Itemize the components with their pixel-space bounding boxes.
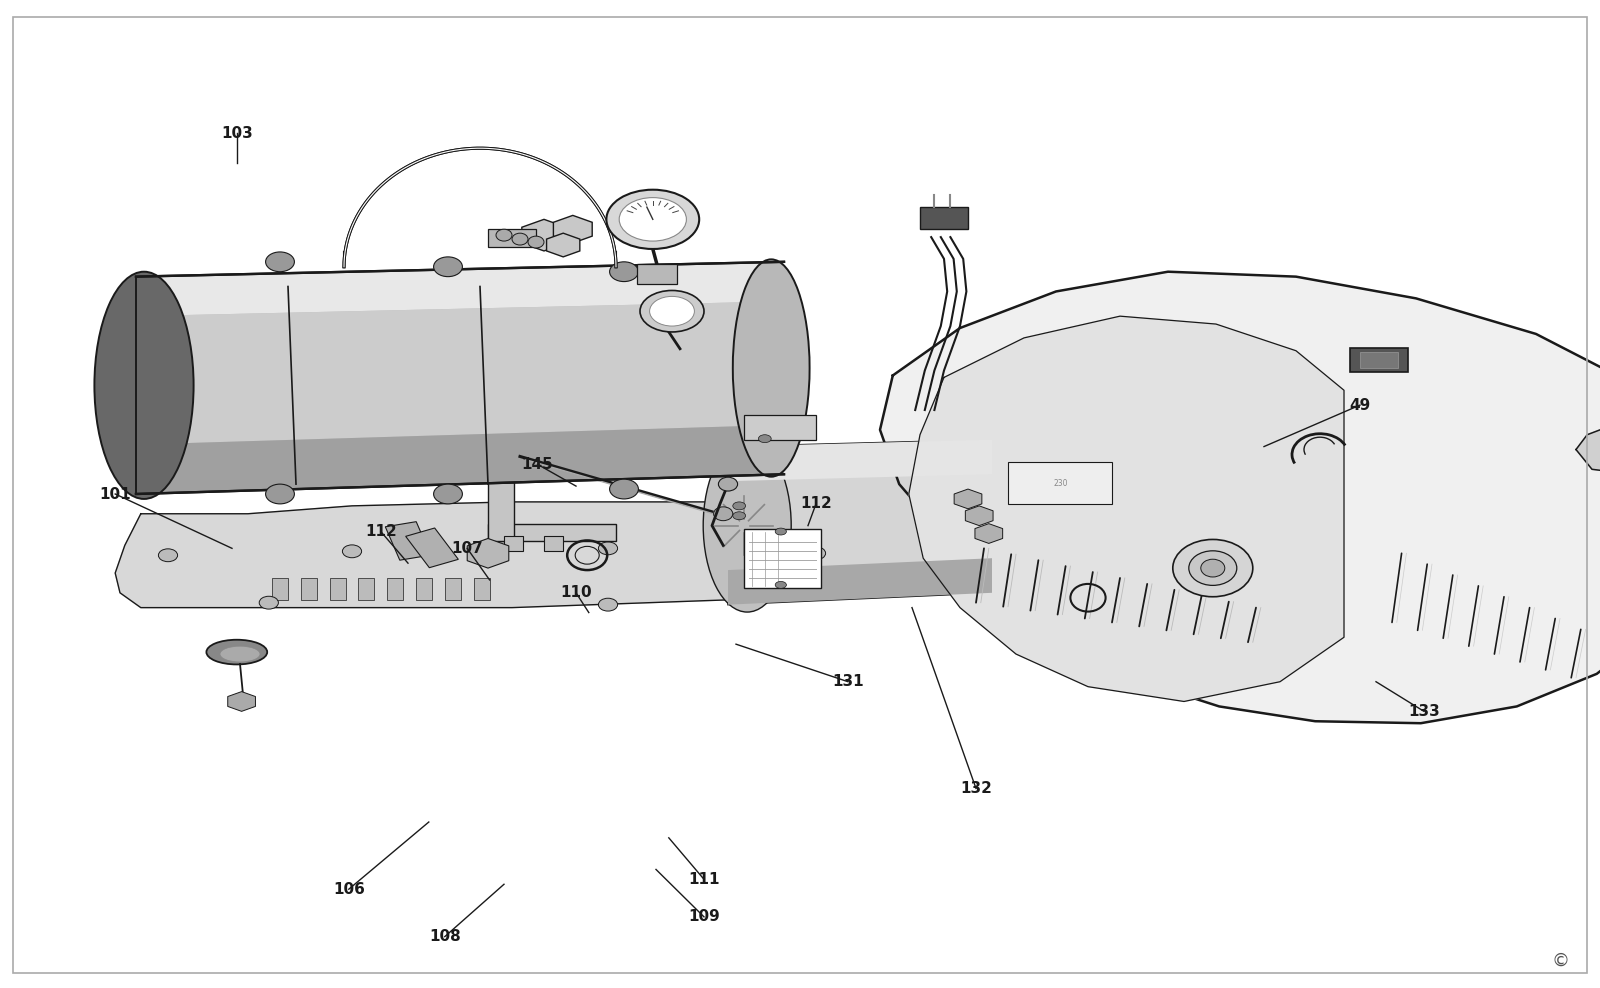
- Text: 112: 112: [365, 524, 397, 539]
- Ellipse shape: [640, 290, 704, 332]
- Ellipse shape: [714, 507, 733, 521]
- Bar: [1360, 352, 1398, 368]
- Text: 230: 230: [1053, 478, 1069, 488]
- Ellipse shape: [774, 528, 787, 535]
- Text: 106: 106: [333, 881, 365, 897]
- Text: 110: 110: [560, 585, 592, 601]
- Polygon shape: [880, 272, 1600, 723]
- Ellipse shape: [606, 190, 699, 249]
- Ellipse shape: [718, 477, 738, 491]
- Ellipse shape: [1200, 559, 1226, 577]
- Ellipse shape: [774, 581, 787, 589]
- Polygon shape: [136, 262, 784, 494]
- Polygon shape: [136, 270, 784, 486]
- Ellipse shape: [206, 640, 267, 665]
- Bar: [358, 578, 374, 600]
- Ellipse shape: [806, 547, 826, 559]
- Ellipse shape: [158, 549, 178, 561]
- Ellipse shape: [704, 439, 792, 613]
- Ellipse shape: [598, 541, 618, 555]
- Bar: [488, 524, 616, 541]
- Polygon shape: [728, 440, 992, 605]
- Bar: [301, 578, 317, 600]
- Polygon shape: [1576, 427, 1600, 472]
- Bar: [1350, 348, 1408, 372]
- Polygon shape: [136, 425, 784, 494]
- Bar: [386, 522, 430, 560]
- Bar: [744, 415, 816, 440]
- Ellipse shape: [619, 198, 686, 241]
- Ellipse shape: [528, 236, 544, 248]
- Bar: [488, 229, 536, 247]
- Ellipse shape: [733, 502, 746, 510]
- Text: 101: 101: [99, 486, 131, 502]
- Ellipse shape: [1173, 539, 1253, 597]
- Ellipse shape: [434, 484, 462, 504]
- Polygon shape: [136, 262, 784, 316]
- Polygon shape: [136, 278, 784, 478]
- Ellipse shape: [259, 596, 278, 609]
- Text: 112: 112: [800, 496, 832, 512]
- Bar: [416, 578, 432, 600]
- Text: 49: 49: [1349, 397, 1371, 413]
- Text: 145: 145: [522, 456, 554, 472]
- Ellipse shape: [610, 262, 638, 282]
- Bar: [330, 578, 346, 600]
- Bar: [272, 578, 288, 600]
- Ellipse shape: [733, 512, 746, 520]
- Ellipse shape: [342, 545, 362, 558]
- Bar: [1008, 462, 1112, 504]
- Text: ©: ©: [1550, 951, 1570, 969]
- Bar: [445, 578, 461, 600]
- Bar: [744, 529, 821, 588]
- Bar: [637, 264, 677, 284]
- Ellipse shape: [610, 479, 638, 499]
- Ellipse shape: [650, 296, 694, 326]
- Text: 107: 107: [451, 540, 483, 556]
- Polygon shape: [728, 440, 992, 481]
- Bar: [504, 536, 523, 551]
- Ellipse shape: [221, 646, 259, 662]
- Polygon shape: [136, 301, 784, 445]
- Bar: [387, 578, 403, 600]
- Polygon shape: [909, 316, 1344, 701]
- Ellipse shape: [758, 435, 771, 443]
- Ellipse shape: [733, 260, 810, 477]
- Text: 111: 111: [688, 871, 720, 887]
- Ellipse shape: [1189, 551, 1237, 585]
- Ellipse shape: [496, 229, 512, 241]
- Ellipse shape: [94, 272, 194, 499]
- Bar: [488, 453, 514, 541]
- Text: 132: 132: [960, 781, 992, 796]
- Ellipse shape: [266, 484, 294, 504]
- Text: 131: 131: [832, 674, 864, 690]
- Polygon shape: [115, 502, 1024, 608]
- Ellipse shape: [512, 233, 528, 245]
- Bar: [920, 207, 968, 229]
- Text: 108: 108: [429, 929, 461, 945]
- Bar: [406, 528, 458, 568]
- Bar: [474, 578, 490, 600]
- Text: 133: 133: [1408, 703, 1440, 719]
- Ellipse shape: [266, 252, 294, 272]
- Text: 103: 103: [221, 125, 253, 141]
- Ellipse shape: [434, 257, 462, 277]
- Bar: [544, 536, 563, 551]
- Text: 109: 109: [688, 909, 720, 925]
- Polygon shape: [728, 558, 992, 605]
- Ellipse shape: [598, 598, 618, 611]
